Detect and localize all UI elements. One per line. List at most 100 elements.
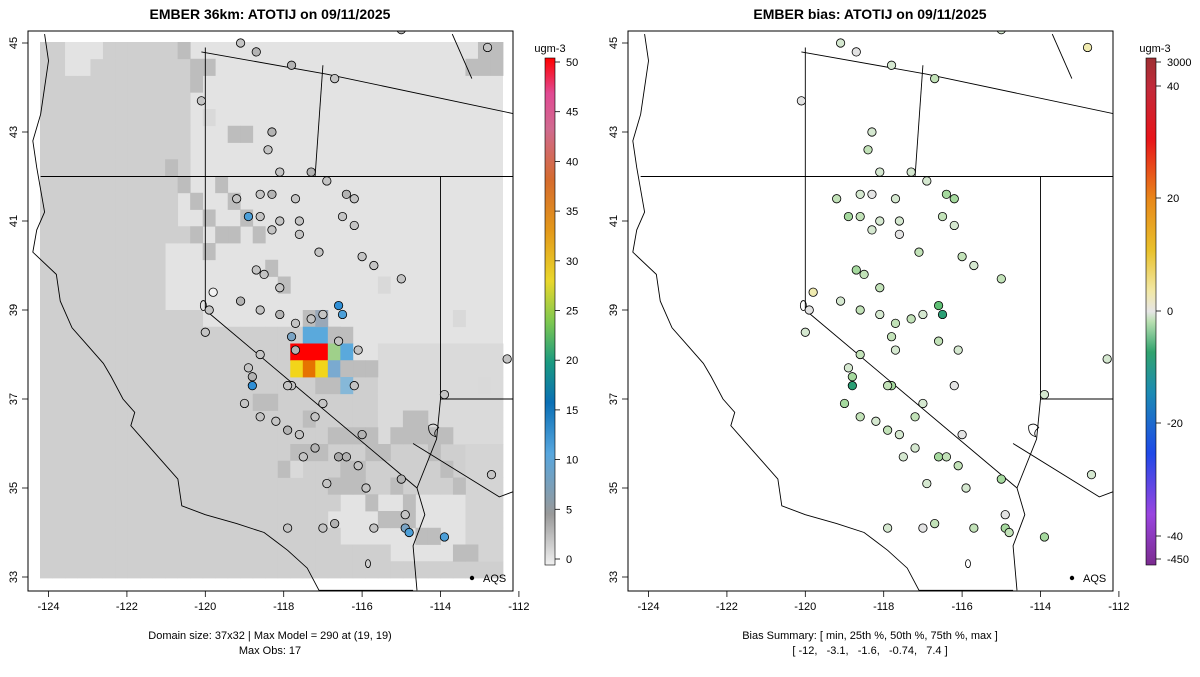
x-tick-label: -114: [1030, 601, 1051, 613]
model-grid-cell: [65, 226, 78, 244]
station-marker: [255, 189, 265, 199]
model-grid-cell: [215, 176, 229, 194]
model-grid-cell: [140, 209, 154, 227]
model-grid-cell: [140, 427, 154, 445]
model-grid-cell: [415, 561, 429, 579]
model-grid-cell: [52, 75, 66, 93]
model-grid-cell: [352, 393, 366, 411]
model-grid-cell: [215, 226, 229, 244]
aqs-legend: AQS: [1069, 573, 1106, 585]
model-grid-cell: [40, 494, 53, 512]
model-grid-cell: [77, 293, 91, 311]
model-grid-cell: [177, 544, 191, 562]
model-grid-cell: [440, 343, 454, 361]
model-grid-cell: [127, 444, 141, 462]
model-hotspot-cell: [340, 360, 354, 378]
station-marker: [875, 309, 885, 320]
model-grid-cell: [190, 477, 204, 495]
model-grid-cell: [127, 477, 141, 495]
model-grid-cell: [52, 477, 66, 495]
model-grid-cell: [190, 494, 204, 512]
station-marker: [294, 429, 304, 440]
model-grid-cell: [290, 293, 304, 311]
model-grid-cell: [102, 176, 116, 194]
model-grid-cell: [477, 477, 491, 495]
model-grid-cell: [202, 544, 216, 562]
model-grid-cell: [102, 326, 116, 344]
model-grid-cell: [215, 561, 229, 579]
model-grid-cell: [52, 444, 66, 462]
model-grid-cell: [177, 125, 191, 143]
model-grid-cell: [340, 410, 354, 428]
model-grid-cell: [65, 377, 78, 395]
station-marker: [255, 349, 265, 360]
model-grid-cell: [427, 444, 441, 462]
model-grid-cell: [202, 58, 216, 76]
station-marker: [867, 225, 877, 235]
model-grid-cell: [102, 393, 116, 411]
model-grid-cell: [177, 527, 191, 545]
model-grid-cell: [90, 125, 103, 143]
model-grid-cell: [227, 427, 241, 445]
model-grid-cell: [40, 209, 53, 227]
model-grid-cell: [440, 410, 454, 428]
model-grid-cell: [490, 544, 504, 562]
station-marker: [232, 194, 242, 204]
model-grid-cell: [365, 460, 379, 478]
model-grid-cell: [152, 561, 166, 579]
model-grid-cell: [127, 176, 141, 194]
model-colorbar-unit: ugm-3: [534, 43, 565, 55]
station-marker: [1102, 354, 1112, 364]
model-grid-cell: [452, 477, 466, 495]
model-grid-cell: [277, 544, 291, 562]
model-grid-cell: [227, 209, 241, 227]
model-grid-cell: [102, 544, 116, 562]
station-marker: [275, 309, 285, 320]
station-markers: [196, 31, 512, 542]
model-grid-cell: [90, 326, 103, 344]
model-grid-cell: [77, 377, 91, 395]
model-grid-cell: [340, 427, 354, 445]
station-marker: [396, 274, 406, 284]
model-grid-cell: [102, 410, 116, 428]
model-grid-cell: [77, 75, 91, 93]
model-grid-cell: [252, 460, 266, 478]
y-tick-label: 39: [608, 304, 620, 316]
model-grid-cell: [240, 511, 254, 529]
station-marker: [867, 189, 877, 199]
model-grid-cell: [52, 125, 66, 143]
model-grid-cell: [177, 360, 191, 378]
model-grid-cell: [315, 460, 329, 478]
model-grid-cell: [65, 42, 78, 60]
model-grid-cell: [265, 393, 279, 411]
station-marker: [863, 145, 873, 155]
model-grid-cell: [115, 460, 128, 478]
aqs-legend-label: AQS: [483, 573, 506, 585]
station-marker: [867, 127, 877, 137]
model-grid-cell: [127, 58, 141, 76]
station-marker: [333, 336, 344, 346]
model-grid-cell: [52, 209, 66, 227]
model-grid-cell: [127, 75, 141, 93]
model-grid-cell: [40, 444, 53, 462]
model-grid-cell: [265, 427, 279, 445]
model-grid-cell: [140, 360, 154, 378]
aqs-legend-dot: [1069, 575, 1075, 581]
model-grid-cell: [240, 192, 254, 210]
model-grid-cell: [65, 58, 78, 76]
model-grid-cell: [402, 477, 416, 495]
model-grid-cell: [165, 310, 179, 328]
model-grid-cell: [415, 377, 429, 395]
model-grid-cell: [115, 243, 128, 261]
model-grid-cell: [152, 477, 166, 495]
model-grid-cell: [177, 511, 191, 529]
station-marker: [875, 216, 885, 226]
model-grid-cell: [77, 243, 91, 261]
model-grid-cell: [115, 142, 128, 160]
aqs-legend-dot: [469, 575, 475, 581]
model-grid-cell: [177, 92, 191, 110]
model-grid-cell: [90, 58, 103, 76]
station-marker: [859, 269, 869, 279]
station-marker: [922, 478, 932, 489]
model-grid-cell: [352, 544, 366, 562]
